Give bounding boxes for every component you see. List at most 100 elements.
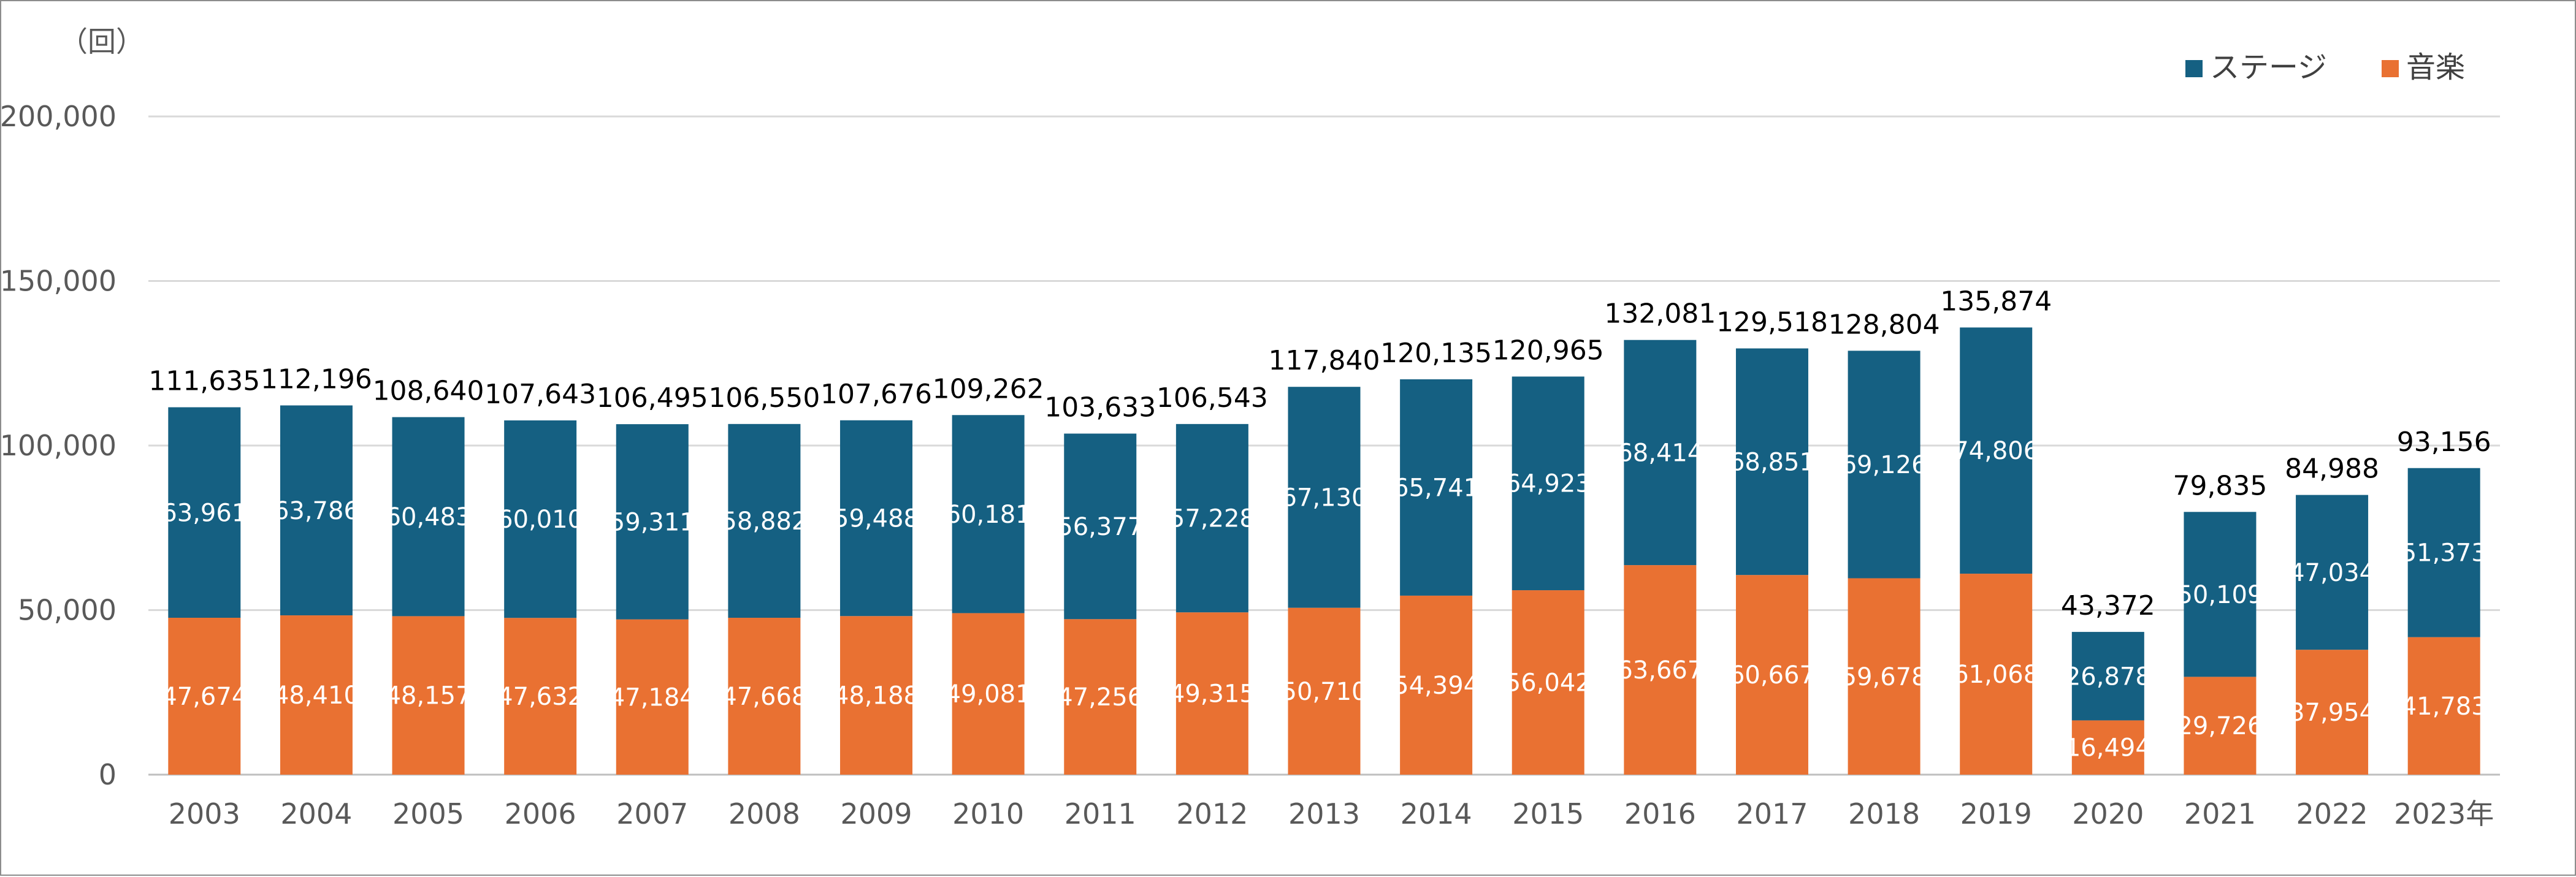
bar-segment-stage [1624, 340, 1697, 566]
data-label-music: 47,256 [1057, 683, 1143, 712]
bar-segment-music [1175, 612, 1248, 775]
data-label-total: 106,543 [1156, 382, 1268, 414]
data-label-total: 129,518 [1716, 306, 1828, 338]
bar-segment-stage [168, 407, 241, 618]
data-label-music: 49,081 [946, 680, 1031, 708]
x-tick-label: 2019 [1960, 797, 2032, 830]
x-tick-label: 2005 [392, 797, 464, 830]
data-label-music: 47,668 [721, 683, 807, 711]
data-label-stage: 57,228 [1169, 505, 1255, 533]
data-label-stage: 60,483 [386, 503, 472, 531]
data-label-stage: 51,373 [2401, 539, 2487, 568]
data-label-music: 48,188 [833, 682, 919, 710]
legend-label: ステージ [2210, 50, 2327, 85]
bar-segment-music [2184, 677, 2257, 775]
data-label-stage: 65,741 [1393, 474, 1479, 502]
bar-segment-music [1288, 607, 1361, 775]
data-label-stage: 60,010 [497, 506, 583, 534]
data-label-music: 47,674 [161, 683, 247, 711]
data-label-stage: 67,130 [1282, 484, 1367, 512]
bar-segment-stage [1960, 327, 2033, 574]
bar-segment-music [2071, 720, 2144, 775]
x-tick-label: 2023年 [2394, 797, 2494, 830]
bar-segment-music [1960, 574, 2033, 775]
data-label-music: 48,157 [386, 682, 472, 710]
y-tick-label: 0 [99, 758, 117, 791]
data-label-music: 56,042 [1505, 669, 1591, 697]
x-tick-label: 2018 [1848, 797, 1920, 830]
data-label-stage: 74,806 [1953, 437, 2039, 465]
bar-segment-music [1735, 575, 1808, 775]
data-label-stage: 47,034 [2289, 559, 2375, 587]
data-label-total: 120,135 [1380, 338, 1492, 369]
bar-segment-stage [952, 415, 1025, 613]
bar-segment-stage [1064, 433, 1137, 620]
bar-segment-music [1848, 578, 1921, 775]
data-label-stage: 50,109 [2177, 581, 2263, 609]
bar-segment-stage [1400, 379, 1473, 596]
legend: ステージ 音楽 [2185, 50, 2465, 85]
bars [168, 327, 2480, 775]
x-tick-label: 2022 [2296, 797, 2368, 830]
x-tick-label: 2004 [280, 797, 352, 830]
data-label-total: 135,874 [1940, 286, 2052, 317]
data-label-total: 128,804 [1829, 309, 1940, 340]
bar-segment-stage [392, 417, 465, 617]
data-label-music: 49,315 [1169, 680, 1255, 708]
data-label-stage: 26,878 [2065, 662, 2151, 691]
data-label-total: 106,550 [708, 382, 820, 414]
bar-segment-stage [1735, 348, 1808, 575]
y-tick-label: 150,000 [1, 265, 117, 298]
bar-segment-stage [280, 405, 353, 616]
x-tick-label: 2015 [1512, 797, 1584, 830]
bar-segment-stage [616, 424, 689, 620]
bar-segment-stage [728, 423, 801, 618]
data-label-total: 103,633 [1044, 392, 1156, 423]
bar-segment-stage [2296, 495, 2369, 650]
data-label-total: 106,495 [597, 382, 708, 414]
data-label-stage: 68,851 [1729, 448, 1815, 476]
bar-segment-stage [2184, 512, 2257, 677]
data-label-total: 93,156 [2397, 427, 2491, 458]
data-label-total: 120,965 [1492, 335, 1604, 366]
y-tick-label: 200,000 [1, 100, 117, 133]
bar-segment-stage [504, 420, 577, 618]
data-label-stage: 63,786 [273, 497, 359, 525]
data-label-music: 47,184 [610, 683, 695, 712]
data-label-stage: 63,961 [161, 499, 247, 527]
bar-segment-music [1624, 565, 1697, 775]
data-label-total: 112,196 [261, 364, 372, 395]
data-label-stage: 59,488 [833, 505, 919, 533]
data-label-stage: 68,414 [1617, 439, 1703, 467]
x-tick-label: 2007 [616, 797, 688, 830]
bar-segment-music [1512, 590, 1584, 775]
x-tick-label: 2021 [2184, 797, 2256, 830]
data-label-stage: 56,377 [1057, 513, 1143, 541]
data-label-stage: 64,923 [1505, 470, 1591, 498]
data-label-total: 107,643 [484, 379, 596, 410]
data-label-total: 79,835 [2173, 470, 2267, 501]
data-label-music: 37,954 [2289, 699, 2375, 727]
y-tick-label: 100,000 [1, 429, 117, 462]
data-label-music: 16,494 [2065, 734, 2151, 762]
bar-segment-stage [2407, 468, 2480, 637]
data-label-total: 111,635 [148, 366, 260, 397]
bar-segment-music [280, 615, 353, 775]
data-labels: 47,674 63,961 111,635 48,410 63,786 112,196 48… [148, 286, 2491, 762]
bar-segment-music [2296, 650, 2369, 775]
bar-segment-music [2407, 637, 2480, 775]
x-tick-label: 2003 [169, 797, 240, 830]
bar-segment-music [1064, 619, 1137, 775]
data-label-stage: 69,126 [1841, 451, 1927, 479]
bar-segment-stage [840, 420, 913, 617]
data-label-total: 84,988 [2285, 454, 2379, 485]
x-tick-label: 2011 [1064, 797, 1136, 830]
data-label-music: 29,726 [2177, 712, 2263, 740]
x-tick-label: 2016 [1624, 797, 1696, 830]
bar-segment-stage [1848, 351, 1921, 579]
data-label-music: 63,667 [1617, 656, 1703, 685]
y-axis-unit-label: （回） [59, 25, 144, 58]
data-label-total: 109,262 [933, 373, 1044, 404]
